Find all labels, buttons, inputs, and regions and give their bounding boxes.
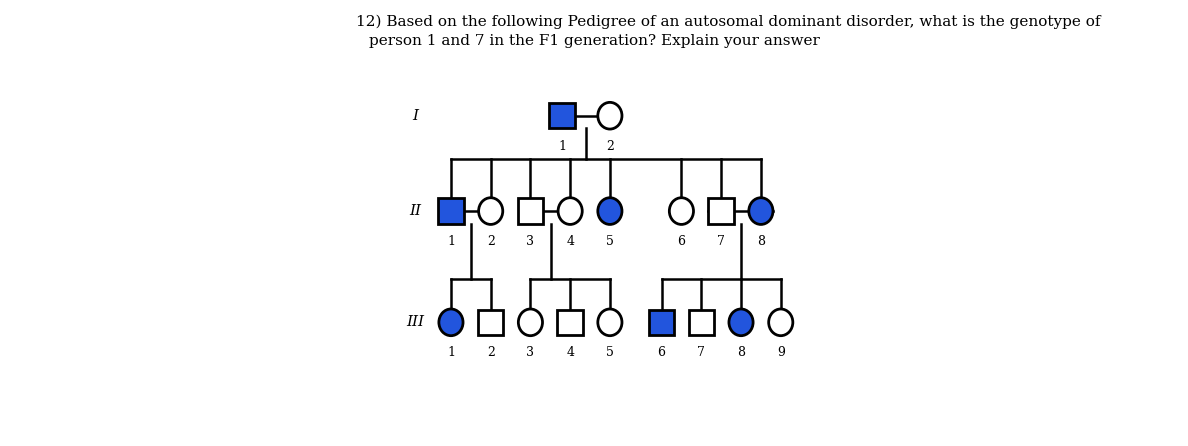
Ellipse shape xyxy=(438,309,463,336)
Bar xyxy=(689,310,714,335)
Ellipse shape xyxy=(518,309,543,336)
Bar xyxy=(478,310,504,335)
Text: 1: 1 xyxy=(447,235,455,248)
Ellipse shape xyxy=(479,198,503,224)
Ellipse shape xyxy=(558,198,582,224)
Text: 7: 7 xyxy=(697,346,706,359)
Text: 12) Based on the following Pedigree of an autosomal dominant disorder, what is t: 12) Based on the following Pedigree of a… xyxy=(356,14,1101,29)
Bar xyxy=(550,103,575,128)
Text: 1: 1 xyxy=(447,346,455,359)
Text: 4: 4 xyxy=(567,235,574,248)
Text: II: II xyxy=(409,204,422,218)
Text: 4: 4 xyxy=(567,346,574,359)
Text: 9: 9 xyxy=(777,346,785,359)
Text: 8: 8 xyxy=(737,346,745,359)
Ellipse shape xyxy=(729,309,753,336)
Bar xyxy=(649,310,675,335)
Text: 2: 2 xyxy=(487,235,494,248)
Text: I: I xyxy=(412,109,418,123)
Ellipse shape xyxy=(669,198,694,224)
Text: 2: 2 xyxy=(606,140,614,153)
Ellipse shape xyxy=(748,198,773,224)
Text: 2: 2 xyxy=(487,346,494,359)
Text: III: III xyxy=(406,315,424,329)
Text: 5: 5 xyxy=(606,346,614,359)
Bar xyxy=(518,198,543,224)
Text: person 1 and 7 in the F1 generation? Explain your answer: person 1 and 7 in the F1 generation? Exp… xyxy=(369,34,821,48)
Text: 5: 5 xyxy=(606,235,614,248)
Ellipse shape xyxy=(598,103,623,129)
Bar xyxy=(557,310,583,335)
Ellipse shape xyxy=(769,309,792,336)
Text: 7: 7 xyxy=(718,235,725,248)
Bar xyxy=(438,198,463,224)
Text: 6: 6 xyxy=(657,346,665,359)
Ellipse shape xyxy=(598,309,623,336)
Text: 3: 3 xyxy=(526,346,535,359)
Ellipse shape xyxy=(598,198,623,224)
Text: 6: 6 xyxy=(677,235,685,248)
Text: 1: 1 xyxy=(558,140,567,153)
Text: 3: 3 xyxy=(526,235,535,248)
Bar xyxy=(708,198,734,224)
Text: 8: 8 xyxy=(757,235,765,248)
